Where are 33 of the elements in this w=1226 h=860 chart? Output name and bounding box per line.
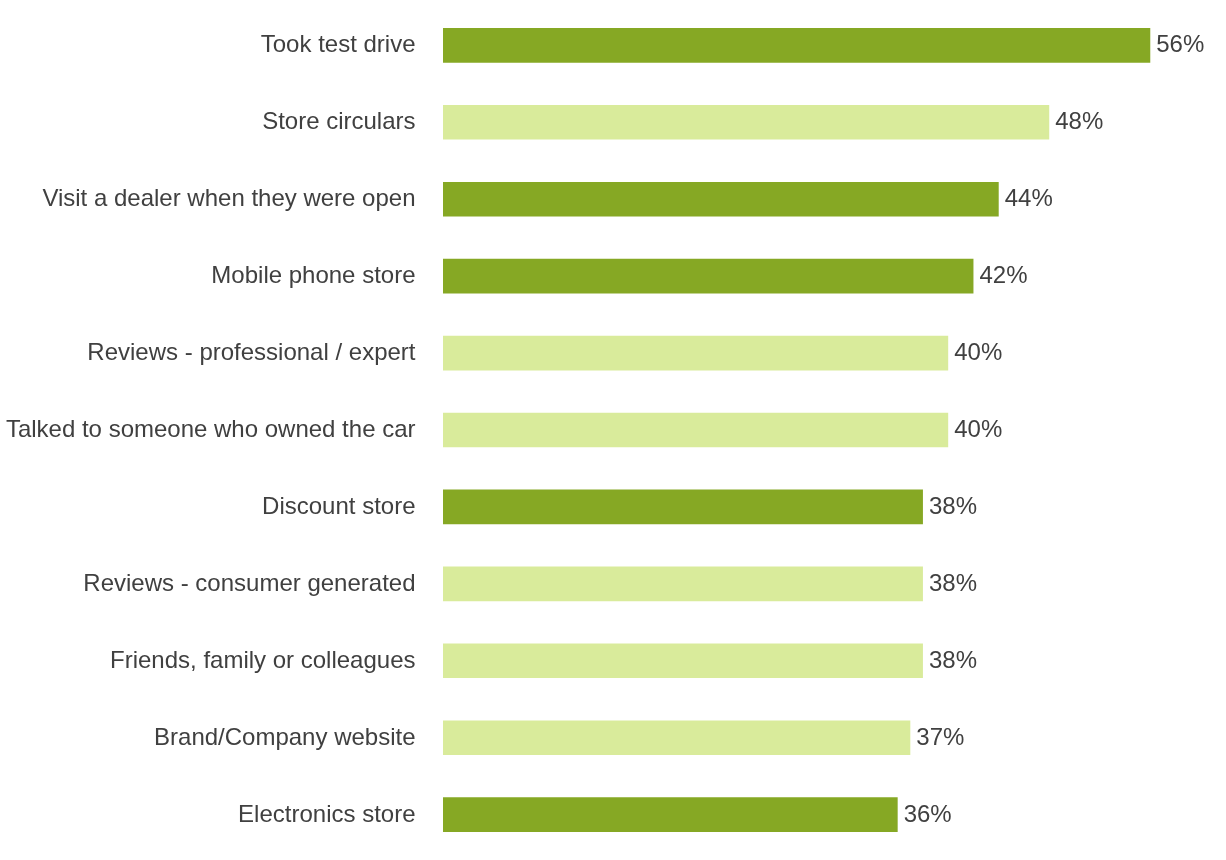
bar	[443, 335, 949, 371]
y-tick-label: Store circulars	[262, 107, 416, 135]
data-label: 48%	[1055, 107, 1104, 135]
data-label: 38%	[928, 491, 977, 519]
data-label: 36%	[903, 799, 952, 827]
data-label: 40%	[954, 415, 1003, 442]
y-tick-label: Visit a dealer when they were open	[42, 184, 416, 212]
y-tick-label: Friends, family or colleagues	[110, 645, 416, 673]
y-tick-label: Talked to someone who owned the car	[5, 415, 416, 442]
bar	[443, 258, 974, 294]
bar	[443, 489, 923, 525]
data-label: 42%	[979, 261, 1028, 289]
data-label: 56%	[1156, 30, 1205, 58]
bar	[443, 181, 999, 217]
bar	[443, 643, 923, 679]
data-label: 40%	[954, 338, 1003, 366]
y-tick-label: Brand/Company website	[154, 722, 416, 750]
bar	[443, 720, 911, 755]
data-label: 44%	[1004, 184, 1053, 212]
y-tick-label: Mobile phone store	[211, 261, 416, 289]
bar	[443, 797, 898, 832]
data-label: 38%	[928, 568, 977, 596]
bar	[443, 412, 949, 448]
bar	[443, 566, 923, 602]
y-tick-label: Discount store	[262, 491, 416, 519]
data-label: 38%	[928, 645, 977, 673]
y-tick-label: Reviews - professional / expert	[87, 338, 416, 366]
y-tick-label: Electronics store	[238, 799, 416, 827]
bar	[443, 28, 1151, 63]
bar	[443, 105, 1050, 140]
y-tick-label: Reviews - consumer generated	[83, 568, 416, 596]
y-tick-label: Took test drive	[260, 30, 416, 58]
data-label: 37%	[916, 722, 965, 750]
